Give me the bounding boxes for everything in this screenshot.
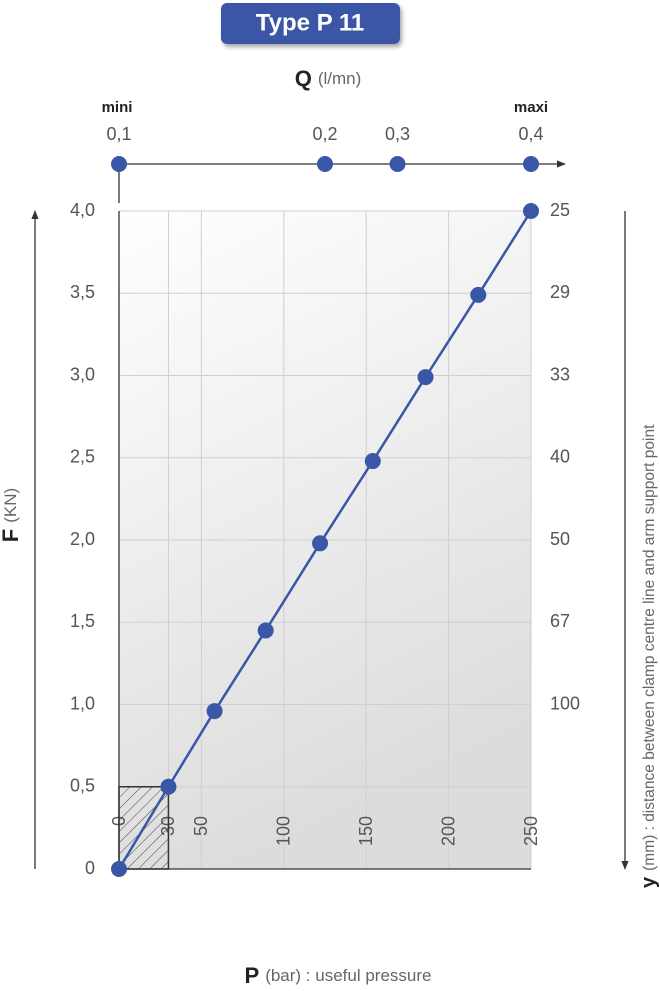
y2-tick-label: 25 bbox=[550, 200, 570, 220]
y-tick-label: 0 bbox=[85, 858, 95, 878]
data-point bbox=[417, 369, 434, 386]
x-axis-title: P (bar) : useful pressure bbox=[245, 963, 432, 988]
y2-axis-title-symbol: y bbox=[638, 876, 660, 888]
y-tick-label: 2,0 bbox=[70, 529, 95, 549]
q-min-label: mini bbox=[102, 99, 133, 116]
x-tick-label: 50 bbox=[191, 816, 211, 836]
y-tick-label: 2,5 bbox=[70, 447, 95, 467]
y2-tick-label: 40 bbox=[550, 447, 570, 467]
q-point bbox=[523, 156, 539, 172]
y2-tick-label: 50 bbox=[550, 529, 570, 549]
q-point bbox=[317, 156, 333, 172]
q-axis-title: Q (l/mn) bbox=[295, 66, 362, 91]
data-point bbox=[206, 703, 223, 720]
q-axis-title-symbol: Q bbox=[295, 66, 312, 91]
q-point bbox=[111, 156, 127, 172]
y-axis-title-unit: (KN) bbox=[1, 488, 20, 523]
x-tick-label: 150 bbox=[356, 816, 376, 846]
x-axis-title-unit: (bar) : useful pressure bbox=[265, 966, 431, 985]
y2-axis-title: y (mm) : distance between clamp centre li… bbox=[638, 424, 660, 888]
y-tick-label: 1,0 bbox=[70, 693, 95, 713]
y2-tick-label: 33 bbox=[550, 364, 570, 384]
data-point bbox=[364, 453, 381, 470]
q-tick-label: 0,4 bbox=[518, 124, 543, 144]
y2-tick-label: 29 bbox=[550, 282, 570, 302]
chart-title: Type P 11 bbox=[256, 9, 365, 36]
q-tick-label: 0,1 bbox=[106, 124, 131, 144]
data-point bbox=[523, 203, 539, 219]
q-axis-title-unit: (l/mn) bbox=[318, 69, 361, 88]
y2-tick-label: 100 bbox=[550, 693, 580, 713]
y-tick-label: 4,0 bbox=[70, 200, 95, 220]
q-tick-label: 0,2 bbox=[312, 124, 337, 144]
data-point bbox=[111, 861, 127, 877]
x-tick-label: 200 bbox=[438, 816, 458, 846]
x-tick-label: 100 bbox=[274, 816, 294, 846]
data-point bbox=[312, 535, 329, 552]
x-tick-label: 250 bbox=[521, 816, 541, 846]
data-point bbox=[160, 778, 177, 795]
data-point bbox=[257, 622, 274, 639]
title-badge bbox=[221, 3, 400, 44]
y2-tick-label: 67 bbox=[550, 611, 570, 631]
q-max-label: maxi bbox=[514, 99, 548, 116]
y-tick-label: 3,5 bbox=[70, 282, 95, 302]
y-tick-label: 0,5 bbox=[70, 776, 95, 796]
data-point bbox=[470, 286, 487, 303]
y-axis-title: F (KN) bbox=[0, 488, 23, 542]
q-tick-label: 0,3 bbox=[385, 124, 410, 144]
y-tick-label: 1,5 bbox=[70, 611, 95, 631]
q-point bbox=[389, 156, 406, 172]
x-axis-title-symbol: P bbox=[245, 963, 260, 988]
y-axis-title-symbol: F bbox=[0, 529, 23, 542]
y-tick-label: 3,0 bbox=[70, 364, 95, 384]
y2-axis-title-unit: (mm) : distance between clamp centre lin… bbox=[641, 424, 658, 871]
